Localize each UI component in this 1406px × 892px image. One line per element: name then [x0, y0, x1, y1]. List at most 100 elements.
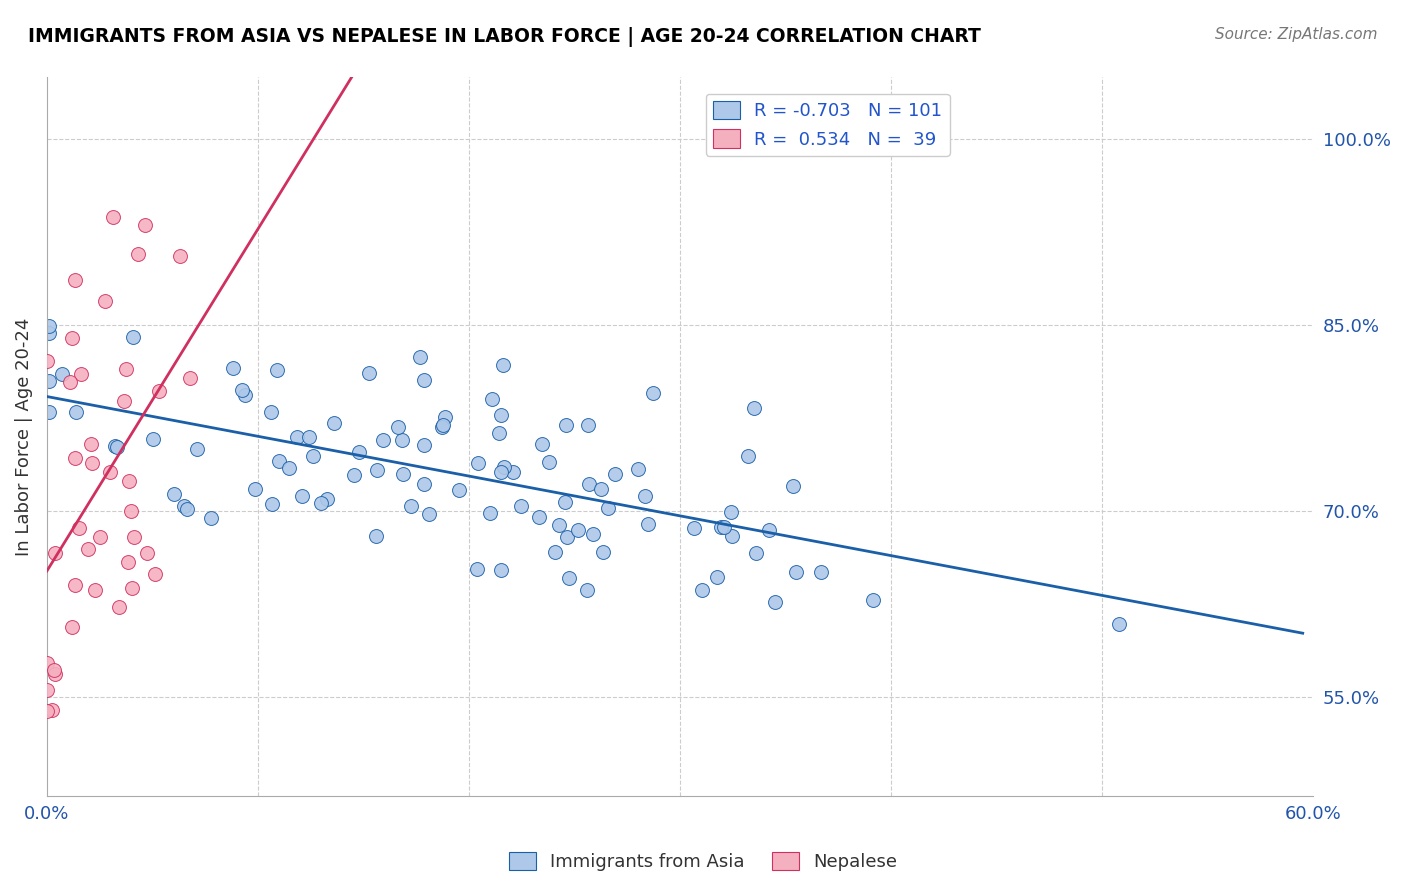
Point — [488, 426, 510, 441]
Point — [38, 319, 60, 334]
Point — [557, 571, 579, 585]
Y-axis label: In Labor Force | Age 20-24: In Labor Force | Age 20-24 — [15, 318, 32, 556]
Point — [567, 524, 589, 538]
Point — [179, 371, 201, 385]
Point — [489, 408, 512, 422]
Point — [537, 455, 560, 469]
Point — [782, 479, 804, 493]
Point — [467, 456, 489, 470]
Point — [44, 666, 66, 681]
Point — [554, 494, 576, 508]
Point — [349, 445, 371, 459]
Point — [399, 499, 422, 513]
Point — [598, 500, 620, 515]
Point — [63, 578, 86, 592]
Point — [465, 562, 488, 576]
Point — [492, 460, 515, 475]
Point — [387, 420, 409, 434]
Point — [627, 462, 650, 476]
Point — [117, 555, 139, 569]
Point — [582, 527, 605, 541]
Point — [127, 247, 149, 261]
Point — [578, 477, 600, 491]
Point — [35, 656, 58, 670]
Point — [42, 663, 65, 677]
Point — [554, 418, 576, 433]
Point — [710, 520, 733, 534]
Point — [35, 704, 58, 718]
Point — [135, 546, 157, 560]
Point — [118, 474, 141, 488]
Point — [120, 504, 142, 518]
Point — [143, 567, 166, 582]
Point — [51, 367, 73, 381]
Point — [285, 430, 308, 444]
Point — [105, 440, 128, 454]
Point — [1108, 616, 1130, 631]
Point — [298, 430, 321, 444]
Point — [93, 294, 115, 309]
Point — [222, 360, 245, 375]
Point — [65, 404, 87, 418]
Point — [576, 418, 599, 433]
Point — [269, 454, 291, 468]
Point — [810, 566, 832, 580]
Point — [186, 442, 208, 457]
Point — [371, 433, 394, 447]
Point — [80, 436, 103, 450]
Point — [41, 703, 63, 717]
Point — [80, 456, 103, 470]
Point — [59, 376, 82, 390]
Point — [67, 521, 90, 535]
Point — [713, 520, 735, 534]
Point — [302, 450, 325, 464]
Point — [447, 483, 470, 498]
Point — [589, 482, 612, 496]
Point — [343, 468, 366, 483]
Point — [38, 326, 60, 341]
Point — [63, 451, 86, 466]
Point — [107, 599, 129, 614]
Point — [173, 499, 195, 513]
Point — [38, 404, 60, 418]
Point — [65, 273, 87, 287]
Legend: R = -0.703   N = 101, R =  0.534   N =  39: R = -0.703 N = 101, R = 0.534 N = 39 — [706, 94, 949, 156]
Point — [176, 502, 198, 516]
Point — [38, 374, 60, 388]
Point — [489, 465, 512, 479]
Point — [721, 529, 744, 543]
Point — [104, 439, 127, 453]
Point — [637, 516, 659, 531]
Legend: Immigrants from Asia, Nepalese: Immigrants from Asia, Nepalese — [502, 845, 904, 879]
Point — [643, 385, 665, 400]
Point — [432, 420, 454, 434]
Point — [309, 496, 332, 510]
Point — [489, 563, 512, 577]
Point — [509, 499, 531, 513]
Point — [163, 487, 186, 501]
Point — [527, 510, 550, 524]
Point — [603, 467, 626, 481]
Point — [44, 546, 66, 560]
Point — [502, 466, 524, 480]
Point — [409, 350, 432, 364]
Point — [260, 405, 283, 419]
Text: IMMIGRANTS FROM ASIA VS NEPALESE IN LABOR FORCE | AGE 20-24 CORRELATION CHART: IMMIGRANTS FROM ASIA VS NEPALESE IN LABO… — [28, 27, 981, 46]
Point — [200, 511, 222, 525]
Point — [690, 582, 713, 597]
Point — [492, 358, 515, 372]
Point — [70, 367, 93, 381]
Point — [862, 593, 884, 607]
Point — [433, 409, 456, 424]
Point — [101, 210, 124, 224]
Point — [364, 529, 387, 543]
Point — [359, 366, 381, 380]
Point — [785, 565, 807, 579]
Point — [706, 569, 728, 583]
Point — [555, 530, 578, 544]
Point — [413, 477, 436, 491]
Point — [763, 595, 786, 609]
Text: Source: ZipAtlas.com: Source: ZipAtlas.com — [1215, 27, 1378, 42]
Point — [35, 354, 58, 368]
Point — [121, 330, 143, 344]
